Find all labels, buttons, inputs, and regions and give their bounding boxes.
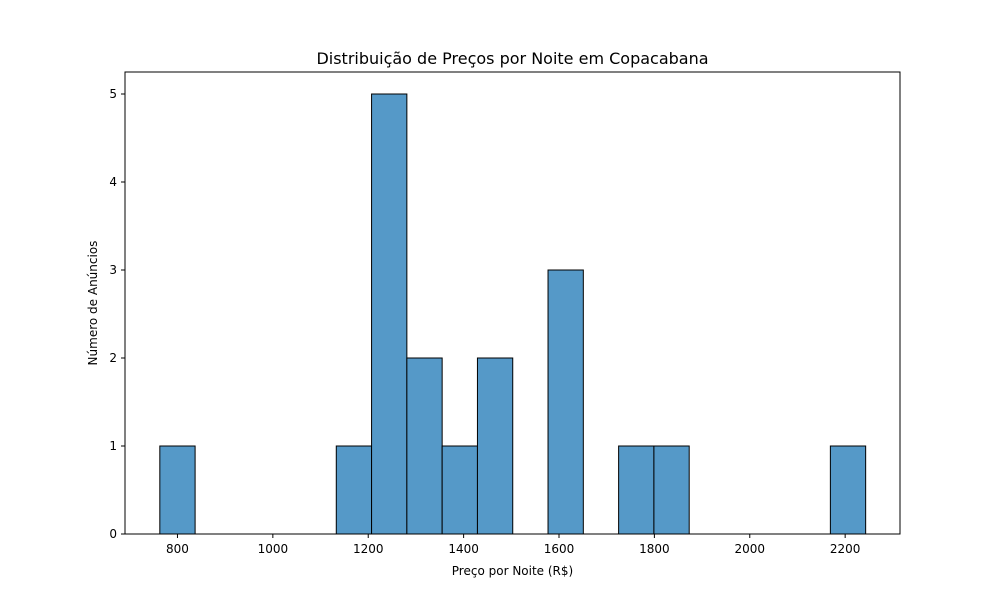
x-tick-label: 1800 <box>639 542 670 556</box>
x-tick-label: 2000 <box>734 542 765 556</box>
x-tick-label: 2200 <box>830 542 861 556</box>
ticks-layer: 800 1000 1200 1400 1600 1800 2000 2200 0 1 2 3 4 5 <box>109 87 860 556</box>
histogram-bar-14 <box>653 445 690 535</box>
histogram-bar-0 <box>159 445 196 535</box>
bars-layer <box>159 93 867 535</box>
histogram-bar-19 <box>829 445 867 535</box>
y-tick-label: 5 <box>109 87 117 101</box>
chart-title: Distribuição de Preços por Noite em Copa… <box>316 49 708 68</box>
y-tick-label: 0 <box>109 527 117 541</box>
x-tick-label: 1000 <box>258 542 289 556</box>
histogram-bar-5 <box>335 445 373 535</box>
x-tick-label: 1600 <box>544 542 575 556</box>
x-tick-label: 1400 <box>448 542 479 556</box>
histogram-bar-9 <box>476 357 514 535</box>
x-axis-label: Preço por Noite (R$) <box>452 564 573 578</box>
x-tick-label: 1200 <box>353 542 384 556</box>
y-axis-label: Número de Anúncios <box>86 241 100 366</box>
histogram-bar-11 <box>547 269 584 535</box>
y-tick-label: 4 <box>109 175 117 189</box>
plot-frame <box>124 71 901 535</box>
x-tick-label: 800 <box>166 542 189 556</box>
y-tick-label: 2 <box>109 351 117 365</box>
histogram-bar-6 <box>371 93 408 535</box>
histogram-bar-8 <box>441 445 478 535</box>
y-tick-label: 1 <box>109 439 117 453</box>
y-tick-label: 3 <box>109 263 117 277</box>
histogram-bar-13 <box>618 445 655 535</box>
histogram-bar-7 <box>406 357 443 535</box>
